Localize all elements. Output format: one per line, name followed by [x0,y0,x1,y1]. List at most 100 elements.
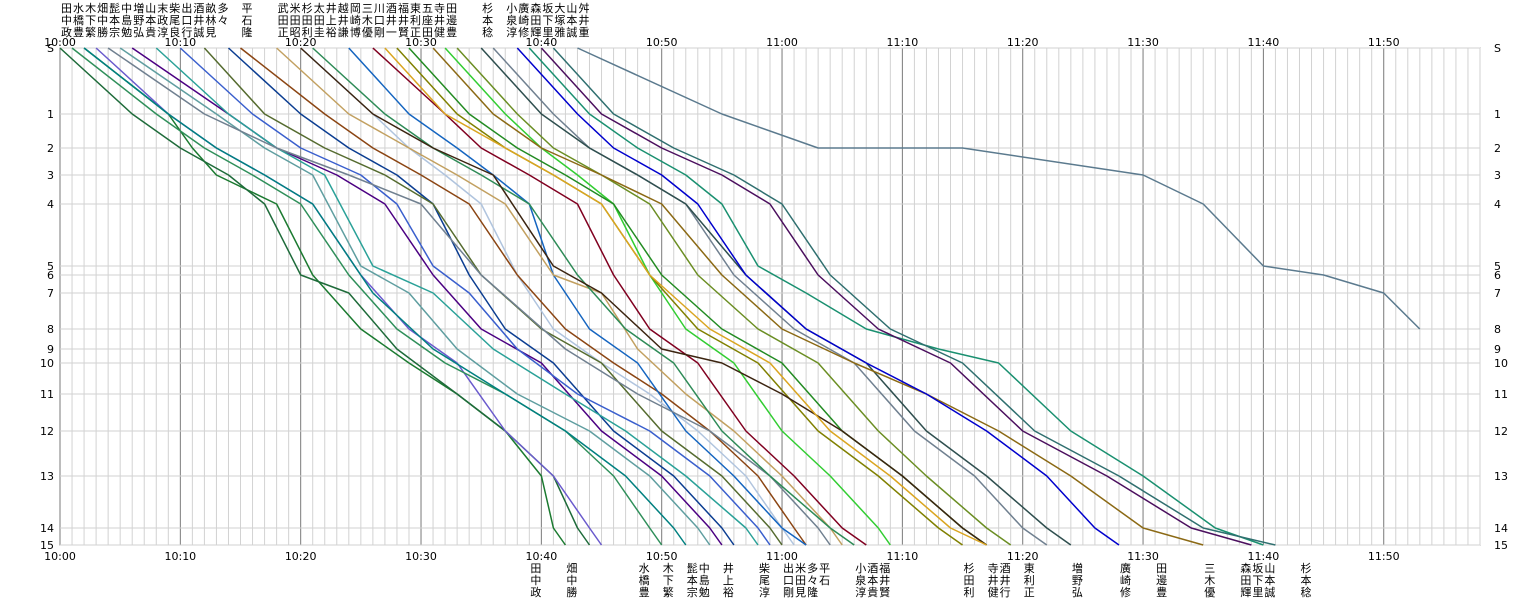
start-runner-label-29-1: 寺 [434,2,445,15]
finish-runner-label-19-2: 利 [1024,574,1035,587]
start-runner-label-11-3: 行 [181,26,192,39]
start-runner-label-3-2: 下 [85,14,96,27]
start-runner-label-17-2: 田 [290,14,301,27]
finish-runner-label-18-3: 行 [1000,586,1011,599]
start-runner-label-25-3: 一 [386,26,397,39]
finish-runner-label-1-3: 政 [530,585,541,599]
finish-runner-label-26-2: 本 [1264,573,1275,587]
x-tick-label-bottom: 10:00 [44,550,76,563]
start-runner-label-26-2: 井 [398,13,409,27]
start-runner-label-1-1: 田 [61,2,72,15]
start-runner-label-10-1: 柴 [169,1,180,15]
finish-runner-label-12-2: 石 [819,574,830,587]
finish-runner-label-3-1: 水 [639,562,650,575]
x-tick-label-top: 11:30 [1127,36,1159,49]
start-runner-label-4-1: 畑 [97,2,108,15]
series-line-8 [227,47,735,546]
x-tick-label-bottom: 10:40 [526,550,558,563]
start-runner-label-36-2: 塚 [554,14,565,27]
y-tick-label-left: 11 [40,388,54,401]
start-runner-label-23-3: 優 [362,26,373,39]
start-runner-label-34-2: 田 [530,14,541,27]
finish-runner-label-12-1: 平 [819,562,830,575]
x-tick-label-bottom: 11:20 [1007,550,1039,563]
y-tick-label-right: 9 [1494,343,1501,356]
start-runner-label-28-3: 田 [422,26,433,39]
finish-runner-label-26-1: 山 [1264,562,1275,575]
start-runner-label-6-1: 中 [121,2,132,15]
y-tick-label-left: 1 [47,108,54,121]
start-runner-label-25-1: 酒 [386,2,397,15]
finish-runner-label-20-2: 野 [1072,574,1083,587]
series-line-29 [528,47,1264,546]
finish-runner-label-22-2: 邊 [1156,573,1167,587]
start-runner-label-14-2: 々 [217,14,228,27]
start-runner-label-15-3: 隆 [242,25,253,39]
finish-runner-label-27-3: 稔 [1300,585,1311,599]
y-tick-label-right: 8 [1494,323,1501,336]
finish-runner-label-7-3: 裕 [723,586,734,599]
start-runner-label-30-2: 邊 [446,13,457,27]
start-runner-label-24-1: 川 [374,2,385,15]
start-runner-label-5-2: 本 [109,13,120,27]
x-tick-label-top: 10:50 [646,36,678,49]
series-line-20 [396,47,963,546]
finish-runner-label-21-2: 崎 [1120,573,1131,587]
series-line-6 [119,47,711,546]
start-runner-label-7-2: 野 [133,14,144,27]
finish-runner-label-10-2: 田 [795,574,806,587]
finish-runner-label-27-1: 杉 [1300,561,1311,575]
finish-runner-label-14-1: 酒 [867,562,878,575]
start-runner-label-19-3: 圭 [314,26,325,39]
finish-runner-label-11-3: 隆 [807,585,818,599]
series-line-25 [492,47,1048,546]
finish-runner-label-8-3: 淳 [759,585,770,599]
x-tick-label-top: 10:00 [44,36,76,49]
start-runner-label-38-2: 井 [578,13,589,27]
finish-runner-label-14-2: 本 [867,573,878,587]
finish-runner-label-13-2: 泉 [855,573,866,587]
start-runner-label-34-3: 輝 [530,26,541,39]
finish-runner-label-6-2: 島 [699,573,710,587]
finish-runner-label-20-3: 弘 [1072,586,1083,599]
start-runner-label-25-2: 井 [386,13,397,27]
y-tick-label-left: 9 [47,343,54,356]
finish-runner-label-6-3: 勉 [699,585,710,599]
series-line-28 [516,47,1120,546]
series-line-23 [384,47,987,546]
y-tick-label-right: 10 [1494,357,1508,370]
series-line-13 [240,47,807,546]
x-tick-label-bottom: 11:10 [887,550,919,563]
series-line-18 [372,47,867,546]
start-runner-label-1-2: 中 [61,14,72,27]
y-tick-label-left: 8 [47,323,54,336]
start-runner-label-27-3: 正 [410,26,421,39]
start-runner-label-8-1: 山 [145,2,156,15]
start-runner-label-35-1: 坂 [542,2,553,15]
finish-runner-label-8-1: 柴 [759,561,770,575]
finish-runner-label-4-2: 下 [663,574,674,587]
start-runner-label-22-1: 岡 [350,2,361,15]
finish-runner-label-18-1: 酒 [1000,562,1011,575]
series-line-19 [444,47,891,546]
finish-runner-label-10-3: 見 [795,586,806,599]
series-line-10 [179,47,771,546]
finish-runner-label-17-2: 井 [988,573,999,587]
x-tick-label-bottom: 10:10 [164,550,196,563]
series-line-32 [577,47,1421,330]
start-runner-label-8-2: 本 [145,13,156,27]
start-runner-label-6-2: 島 [121,13,132,27]
start-runner-label-23-1: 三 [362,2,373,15]
series-line-4 [71,47,663,546]
start-runner-label-13-1: 畝 [205,2,216,15]
x-tick-label-top: 10:10 [164,36,196,49]
finish-runner-label-5-2: 本 [687,573,698,587]
start-runner-label-16-1: 武 [278,2,289,15]
y-tick-label-left: 4 [47,198,54,211]
finish-runner-label-25-3: 里 [1252,586,1263,599]
finish-runner-label-11-1: 多 [807,561,818,575]
y-tick-label-right: 14 [1494,522,1508,535]
series-line-15 [107,47,831,546]
start-runner-label-7-1: 増 [133,2,144,15]
y-tick-label-right: 1 [1494,108,1501,121]
